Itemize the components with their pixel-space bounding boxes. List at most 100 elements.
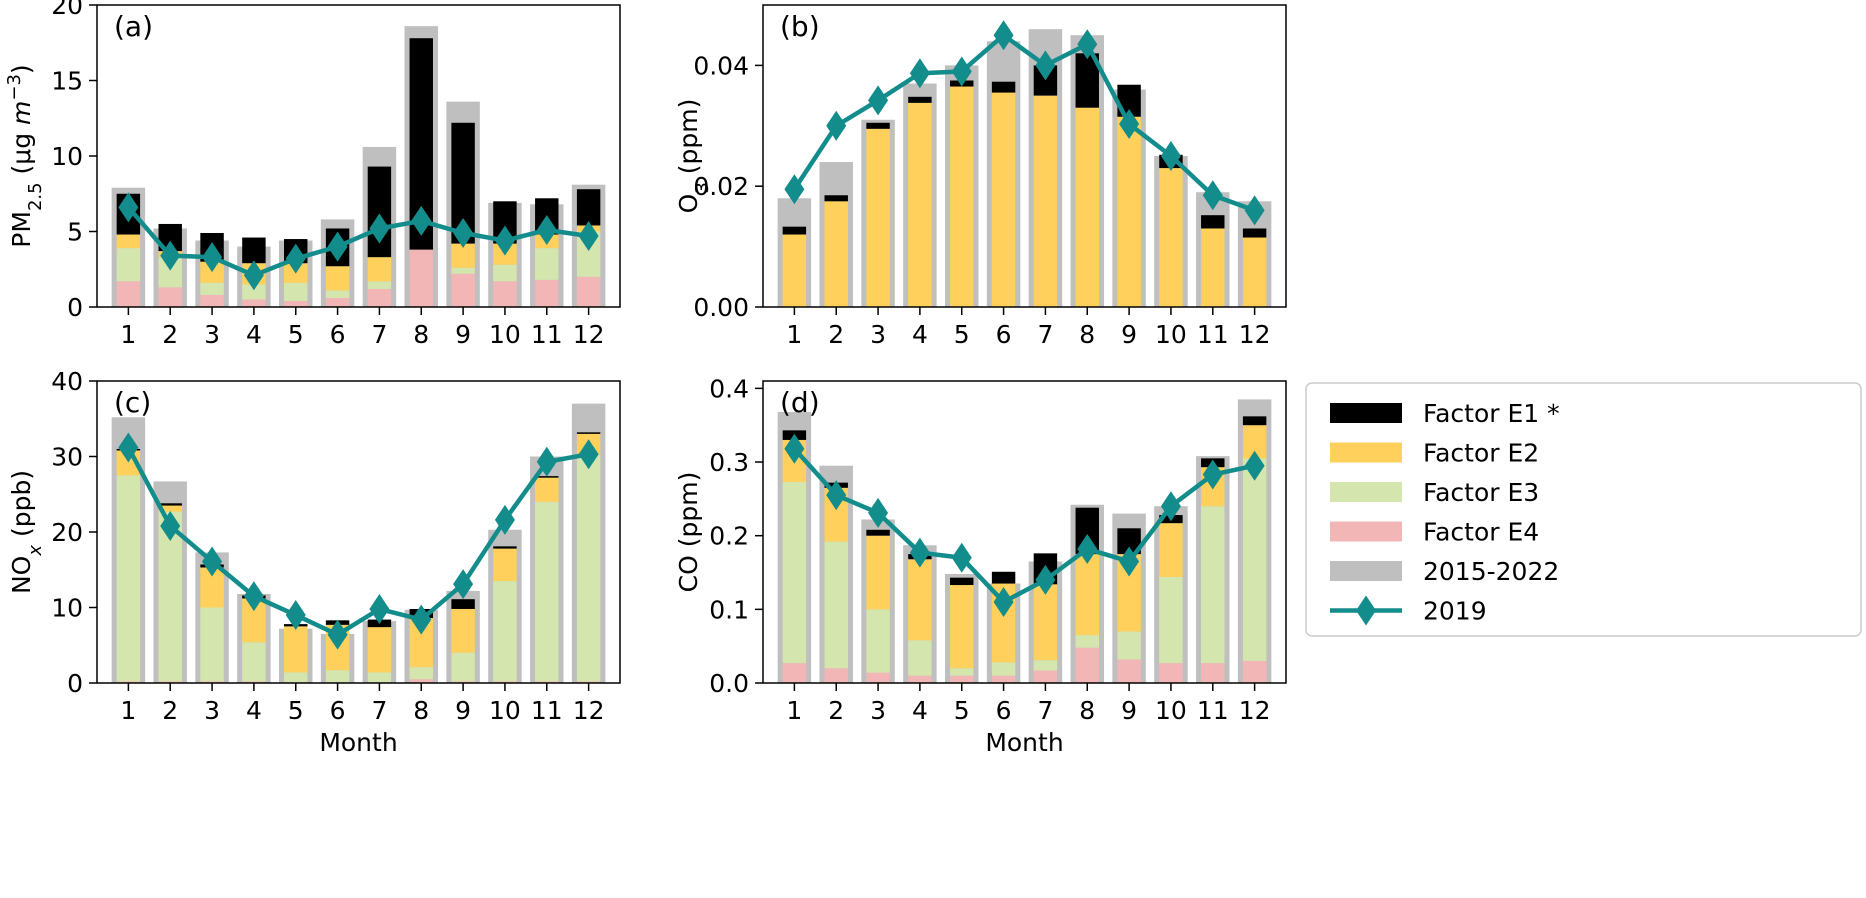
- marker-2019-month-11: [536, 214, 557, 245]
- factor-e2-bar-month-4: [908, 102, 932, 308]
- factor-e1-bar-month-3: [866, 529, 890, 536]
- factor-e1-bar-month-4: [242, 237, 266, 264]
- y-tick-label: 10: [51, 142, 83, 171]
- marker-2019-month-10: [1160, 141, 1181, 171]
- factor-e1-bar-month-4: [908, 96, 932, 103]
- factor-e1-bar-month-11: [535, 476, 559, 478]
- factor-e3-bar-month-4: [242, 642, 266, 682]
- marker-2019-month-11: [536, 446, 557, 477]
- factor-e3-bar-month-9: [451, 267, 475, 274]
- factor-e2-bar-month-4: [242, 598, 266, 643]
- factor-e4-bar-month-1: [116, 681, 141, 683]
- factor-e1-bar-month-6: [991, 81, 1016, 93]
- x-tick-label: 10: [1155, 320, 1187, 349]
- x-tick-label: 11: [1197, 696, 1229, 725]
- y-tick-label: 0: [67, 293, 83, 322]
- factor-e1-bar-month-10: [493, 201, 517, 244]
- factor-e4-bar-month-7: [1033, 670, 1058, 683]
- factor-e3-bar-month-7: [1033, 660, 1058, 671]
- factor-e3-bar-month-1: [116, 475, 141, 682]
- marker-2019-month-4: [243, 581, 264, 612]
- legend-frame: [1305, 382, 1862, 637]
- marker-2019-month-5: [951, 542, 972, 573]
- x-tick-label: 5: [288, 696, 304, 725]
- factor-e1-bar-month-9: [451, 599, 475, 610]
- factor-e2-bar-month-7: [1033, 95, 1058, 307]
- factor-e4-bar-month-2: [158, 681, 182, 683]
- plot-frame: [762, 380, 1287, 684]
- y-tick-label: 0: [67, 669, 83, 698]
- factor-e4-bar-month-8: [409, 249, 433, 307]
- factor-e1-bar-month-2: [158, 503, 182, 506]
- marker-2019-month-9: [453, 218, 474, 249]
- factor-e2-bar-month-7: [1033, 584, 1058, 661]
- marker-2019-month-2: [826, 480, 847, 511]
- factor-e3-bar-month-4: [908, 640, 932, 676]
- factor-e2-bar-month-8: [1075, 554, 1099, 636]
- panel-label: (b): [780, 10, 820, 43]
- marker-2019-month-8: [411, 604, 432, 635]
- factor-e1-bar-month-12: [1242, 228, 1267, 238]
- factor-e4-bar-month-9: [1117, 659, 1141, 683]
- factor-e3-bar-month-4: [242, 284, 266, 300]
- marker-2019-month-3: [868, 85, 889, 116]
- factor-e4-bar-month-12: [576, 276, 601, 307]
- x-tick-label: 5: [954, 696, 970, 725]
- legend-label: Factor E3: [1423, 478, 1539, 507]
- factor-e2-bar-month-9: [451, 243, 475, 268]
- marker-2019-month-6: [993, 586, 1014, 617]
- factor-e4-bar-month-11: [1201, 663, 1225, 683]
- factor-e1-bar-month-9: [451, 122, 475, 244]
- y-tick-label: 30: [51, 443, 83, 472]
- factor-e2-bar-month-8: [1075, 107, 1099, 308]
- marker-2019-month-5: [285, 243, 306, 274]
- factor-e4-bar-month-12: [1242, 660, 1267, 683]
- factor-e3-bar-month-3: [200, 607, 224, 682]
- factor-e1-bar-month-12: [1242, 416, 1267, 426]
- x-tick-label: 3: [870, 696, 886, 725]
- x-tick-label: 3: [204, 320, 220, 349]
- legend-marker-2019: [1356, 595, 1376, 626]
- x-tick-label: 1: [120, 696, 136, 725]
- y-tick-label: 0.02: [693, 172, 749, 201]
- factor-e4-bar-month-8: [1075, 647, 1099, 683]
- factor-e3-bar-month-6: [325, 670, 350, 683]
- x-tick-label: 1: [120, 320, 136, 349]
- x-tick-label: 10: [1155, 696, 1187, 725]
- factor-e1-bar-month-8: [1075, 53, 1099, 108]
- factor-e3-bar-month-2: [158, 257, 182, 288]
- factor-e2-bar-month-2: [824, 201, 848, 307]
- factor-e3-bar-month-9: [451, 652, 475, 682]
- factor-e2-bar-month-11: [1201, 228, 1225, 307]
- factor-e1-bar-month-3: [866, 122, 890, 129]
- factor-e2-bar-month-12: [1242, 237, 1267, 307]
- factor-e3-bar-month-2: [158, 511, 182, 682]
- marker-2019-month-9: [453, 569, 474, 600]
- factor-e3-bar-month-10: [1159, 576, 1183, 664]
- y-tick-label: 20: [51, 0, 83, 20]
- x-tick-label: 10: [489, 696, 521, 725]
- x-tick-label: 3: [204, 696, 220, 725]
- x-tick-label: 7: [371, 320, 387, 349]
- factor-e3-bar-month-12: [576, 454, 601, 682]
- x-tick-label: 8: [1079, 320, 1095, 349]
- x-tick-label: 1: [786, 320, 802, 349]
- factor-e3-bar-month-7: [367, 281, 392, 289]
- marker-2019-month-4: [909, 537, 930, 568]
- marker-2019-month-1: [118, 192, 139, 223]
- y-axis-label: PM2.5 (μg m−3): [4, 64, 46, 247]
- factor-e2-bar-month-7: [367, 257, 392, 282]
- x-tick-label: 6: [996, 320, 1012, 349]
- marker-2019-month-10: [494, 504, 515, 535]
- factor-e2-bar-month-7: [367, 627, 392, 673]
- factor-e1-bar-month-9: [1117, 528, 1141, 555]
- legend-swatch-e4: [1330, 521, 1402, 542]
- y-axis-label: O3 (ppm): [674, 99, 713, 214]
- marker-2019-month-10: [1160, 491, 1181, 522]
- factor-e3-bar-month-5: [950, 668, 974, 676]
- x-tick-label: 5: [288, 320, 304, 349]
- factor-e1-bar-month-5: [950, 577, 974, 586]
- factor-e2-bar-month-4: [908, 559, 932, 641]
- factor-e2-bar-month-9: [1117, 554, 1141, 632]
- factor-e1-bar-month-2: [824, 195, 848, 202]
